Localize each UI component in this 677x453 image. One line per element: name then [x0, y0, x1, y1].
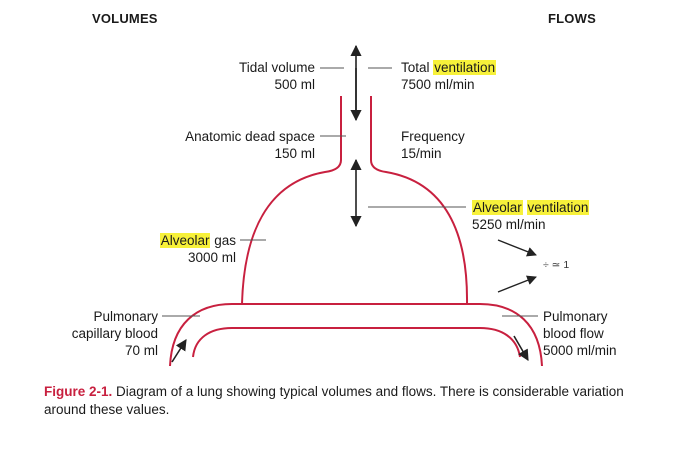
airway-left-wall: [241, 96, 342, 305]
pulmonary-capillary-blood-line1: Pulmonary: [93, 309, 158, 324]
frequency-name: Frequency: [401, 129, 465, 144]
pulmonary-blood-flow-value: 5000 ml/min: [543, 343, 617, 358]
volumes-header: VOLUMES: [92, 11, 158, 26]
pulmonary-capillary-blood-value: 70 ml: [124, 343, 158, 358]
pulmonary-capillary-blood-line2: capillary blood: [71, 326, 158, 341]
capillary-outer-wall: [169, 303, 543, 367]
caption-text: Diagram of a lung showing typical volume…: [44, 384, 624, 417]
ratio-arrow-lower: [497, 275, 537, 293]
alveolar-ventilation-label: Alveolar ventilation 5250 ml/min: [472, 199, 590, 233]
pulmonary-blood-flow-line1: Pulmonary: [543, 309, 608, 324]
alveolar-ventilation-word2: ventilation: [526, 200, 590, 215]
figure-number: Figure 2-1.: [44, 384, 113, 399]
total-ventilation-prefix: Total: [401, 60, 434, 75]
ratio-arrow-upper: [497, 239, 537, 257]
ventilation-perfusion-ratio: ÷ ≃ 1: [543, 259, 570, 271]
pulmonary-blood-flow-line2: blood flow: [543, 326, 604, 341]
anatomic-dead-space-name: Anatomic dead space: [185, 129, 315, 144]
blood-outflow-arrow: [513, 335, 529, 361]
airway-right-wall: [370, 96, 469, 305]
pulmonary-blood-flow-label: Pulmonary blood flow 5000 ml/min: [543, 308, 617, 359]
figure-caption: Figure 2-1. Diagram of a lung showing ty…: [44, 383, 644, 419]
alveolar-gas-highlight: Alveolar: [159, 233, 211, 248]
alveolar-ventilation-value: 5250 ml/min: [472, 217, 546, 232]
anatomic-dead-space-label: Anatomic dead space 150 ml: [150, 128, 315, 162]
tidal-volume-value: 500 ml: [274, 77, 315, 92]
frequency-value: 15/min: [401, 146, 442, 161]
flows-header: FLOWS: [548, 11, 596, 26]
total-ventilation-value: 7500 ml/min: [401, 77, 475, 92]
total-ventilation-label: Total ventilation 7500 ml/min: [401, 59, 497, 93]
frequency-label: Frequency 15/min: [401, 128, 465, 162]
blood-inflow-arrow: [171, 339, 187, 363]
capillary-inner-wall: [192, 327, 521, 358]
tidal-volume-label: Tidal volume 500 ml: [200, 59, 315, 93]
alveolar-gas-rest: gas: [210, 233, 236, 248]
lung-diagram: [162, 44, 543, 367]
tidal-volume-name: Tidal volume: [238, 60, 315, 75]
total-ventilation-highlight: ventilation: [433, 60, 497, 75]
pulmonary-capillary-blood-label: Pulmonary capillary blood 70 ml: [40, 308, 158, 359]
alveolar-ventilation-word1: Alveolar: [472, 200, 523, 215]
alveolar-gas-label: Alveolar gas 3000 ml: [130, 232, 236, 266]
anatomic-dead-space-value: 150 ml: [274, 146, 315, 161]
alveolar-gas-value: 3000 ml: [187, 250, 236, 265]
